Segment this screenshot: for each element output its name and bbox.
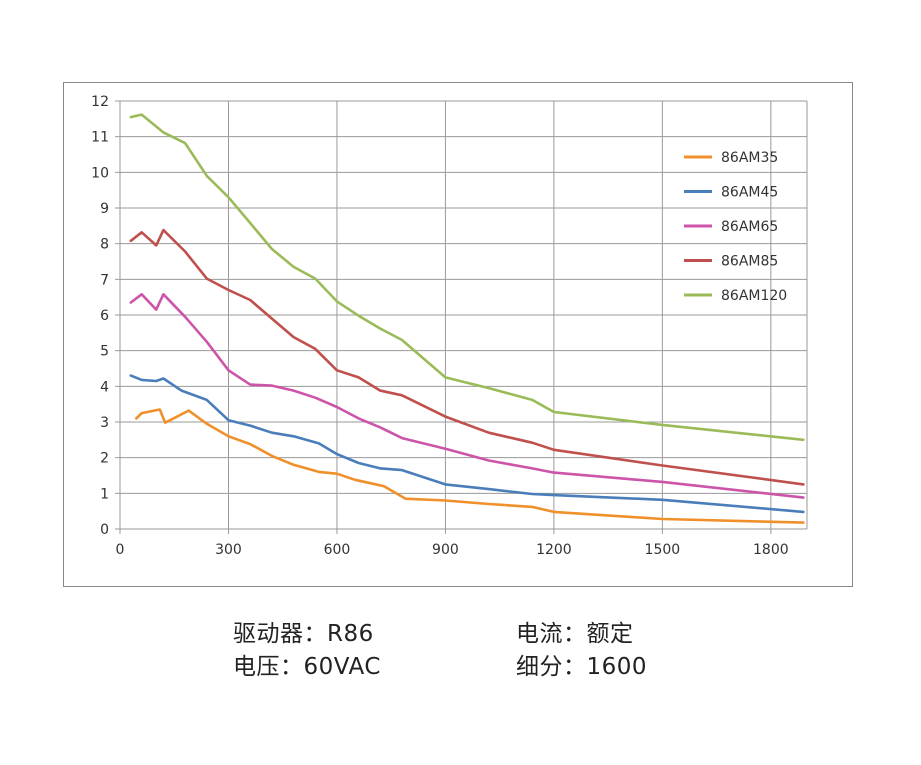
y-tick-label: 11 bbox=[91, 130, 109, 146]
series-line-86AM120 bbox=[129, 113, 805, 442]
y-tick-label: 3 bbox=[100, 415, 109, 431]
y-tick-label: 8 bbox=[100, 237, 109, 253]
x-tick-label: 300 bbox=[215, 542, 242, 558]
y-tick-label: 12 bbox=[91, 94, 109, 110]
legend-label-86AM120: 86AM120 bbox=[721, 288, 787, 304]
series-line-86AM35 bbox=[135, 408, 805, 524]
series-line-86AM85 bbox=[129, 228, 805, 486]
x-tick-label: 1200 bbox=[536, 542, 572, 558]
y-tick-label: 9 bbox=[100, 201, 109, 217]
series-line-86AM65 bbox=[129, 293, 805, 499]
subdivision-label: 细分：1600 bbox=[516, 654, 648, 680]
y-tick-label: 1 bbox=[100, 486, 109, 502]
y-tick-label: 6 bbox=[100, 308, 109, 324]
x-tick-label: 600 bbox=[324, 542, 351, 558]
current-label: 电流：额定 bbox=[516, 621, 634, 647]
legend-label-86AM85: 86AM85 bbox=[721, 254, 778, 270]
series-line-86AM45 bbox=[129, 374, 805, 514]
x-tick-label: 0 bbox=[116, 542, 125, 558]
legend-label-86AM45: 86AM45 bbox=[721, 185, 778, 201]
legend-label-86AM65: 86AM65 bbox=[721, 219, 778, 235]
x-tick-label: 1500 bbox=[645, 542, 681, 558]
y-tick-label: 0 bbox=[100, 522, 109, 538]
y-tick-label: 7 bbox=[100, 272, 109, 288]
legend-label-86AM35: 86AM35 bbox=[721, 150, 778, 166]
y-tick-label: 5 bbox=[100, 344, 109, 360]
y-tick-label: 4 bbox=[100, 379, 109, 395]
driver-label: 驱动器：R86 bbox=[233, 621, 374, 647]
x-tick-label: 900 bbox=[432, 542, 459, 558]
voltage-label: 电压：60VAC bbox=[233, 654, 381, 680]
y-tick-label: 2 bbox=[100, 451, 109, 467]
y-tick-label: 10 bbox=[91, 165, 109, 181]
chart-frame: 0 1 2 3 4 5 6 7 8 9 10 11 12 0 300 600 900 1200 1500 1800 86… bbox=[63, 82, 853, 587]
x-tick-label: 1800 bbox=[753, 542, 789, 558]
